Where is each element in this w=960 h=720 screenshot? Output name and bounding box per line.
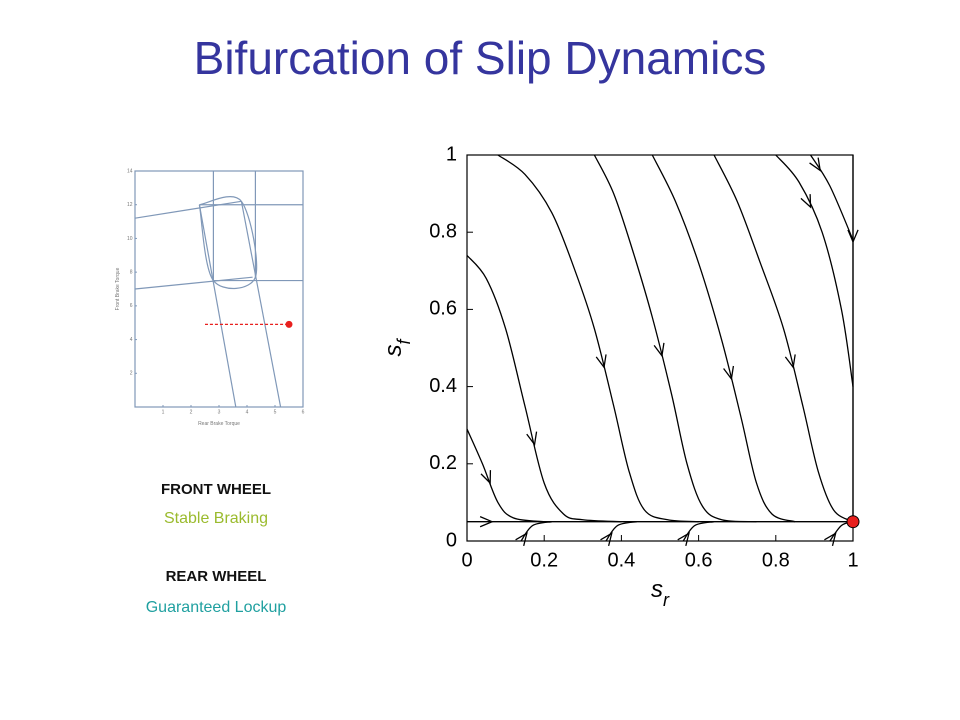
x-axis-label-sub: r xyxy=(663,590,670,610)
trajectory xyxy=(198,204,237,408)
flow-arrow xyxy=(723,365,735,381)
flow-arrow xyxy=(600,531,613,547)
y-tick-label: 8 xyxy=(130,269,133,275)
trajectory xyxy=(466,428,545,523)
y-axis-label-sub: f xyxy=(394,338,414,345)
y-tick-label: 10 xyxy=(127,236,133,242)
x-tick-label: 1 xyxy=(162,409,165,415)
trajectory xyxy=(497,154,699,523)
x-tick-label: 6 xyxy=(302,409,305,415)
x-axis-label: sr xyxy=(651,576,670,609)
rear-heading: REAR WHEEL xyxy=(166,568,267,585)
y-tick-label: 0 xyxy=(446,529,457,551)
trajectory xyxy=(240,201,282,408)
y-tick-label: 14 xyxy=(127,168,133,174)
trajectory xyxy=(134,200,242,219)
flow-arrow xyxy=(479,516,494,528)
rear-status: Guaranteed Lockup xyxy=(146,599,287,616)
x-tick-label: 3 xyxy=(218,409,221,415)
front-heading: FRONT WHEEL xyxy=(161,481,271,498)
trajectory xyxy=(775,154,854,387)
trajectory xyxy=(134,276,253,290)
y-tick-label: 12 xyxy=(127,202,133,208)
x-axis-label: Rear Brake Torque xyxy=(198,421,240,427)
x-tick-label: 0.4 xyxy=(607,549,635,571)
y-tick-label: 0.8 xyxy=(429,220,457,242)
slide-title: Bifurcation of Slip Dynamics xyxy=(194,32,767,84)
trajectory xyxy=(520,521,553,542)
x-tick-label: 5 xyxy=(274,409,277,415)
x-tick-label: 4 xyxy=(246,409,249,415)
flow-arrow xyxy=(784,354,796,369)
x-axis-label-main: s xyxy=(651,576,663,603)
flow-arrow xyxy=(824,531,837,547)
front-status: Stable Braking xyxy=(164,510,268,527)
flow-arrow xyxy=(526,431,538,447)
equilibrium-point xyxy=(285,320,293,328)
y-axis-label-main: Front Brake Torque xyxy=(115,267,121,310)
flow-arrow xyxy=(653,342,665,358)
y-tick-label: 4 xyxy=(130,337,133,343)
x-axis-label-main: Rear Brake Torque xyxy=(198,421,240,427)
y-tick-label: 0.6 xyxy=(429,298,457,320)
y-tick-label: 0.4 xyxy=(429,375,457,397)
plot-frame xyxy=(134,170,304,408)
y-tick-label: 1 xyxy=(446,143,457,165)
flow-arrow xyxy=(677,531,690,547)
x-tick-label: 0.2 xyxy=(530,549,558,571)
x-tick-label: 0.8 xyxy=(762,549,790,571)
flow-arrow xyxy=(800,194,812,209)
flow-arrow xyxy=(809,157,822,172)
flow-arrow xyxy=(595,354,607,369)
trajectory xyxy=(713,154,854,523)
x-tick-label: 1 xyxy=(847,549,858,571)
y-tick-label: 6 xyxy=(130,303,133,309)
y-axis-label: Front Brake Torque xyxy=(115,267,121,310)
trajectory xyxy=(809,154,854,241)
flow-arrow xyxy=(515,531,528,547)
flow-arrow xyxy=(847,229,859,244)
x-tick-label: 0 xyxy=(461,549,472,571)
y-axis-label: sf xyxy=(380,338,413,357)
trajectory xyxy=(593,154,757,523)
trajectory xyxy=(682,521,715,542)
y-tick-label: 0.2 xyxy=(429,452,457,474)
trajectory xyxy=(198,196,258,289)
equilibrium-point xyxy=(846,515,860,529)
trajectory xyxy=(605,521,637,542)
trajectory xyxy=(651,154,796,523)
flow-arrow xyxy=(480,470,492,485)
y-tick-label: 2 xyxy=(130,371,133,377)
x-tick-label: 2 xyxy=(190,409,193,415)
x-tick-label: 0.6 xyxy=(685,549,713,571)
y-axis-label-main: s xyxy=(380,345,407,357)
